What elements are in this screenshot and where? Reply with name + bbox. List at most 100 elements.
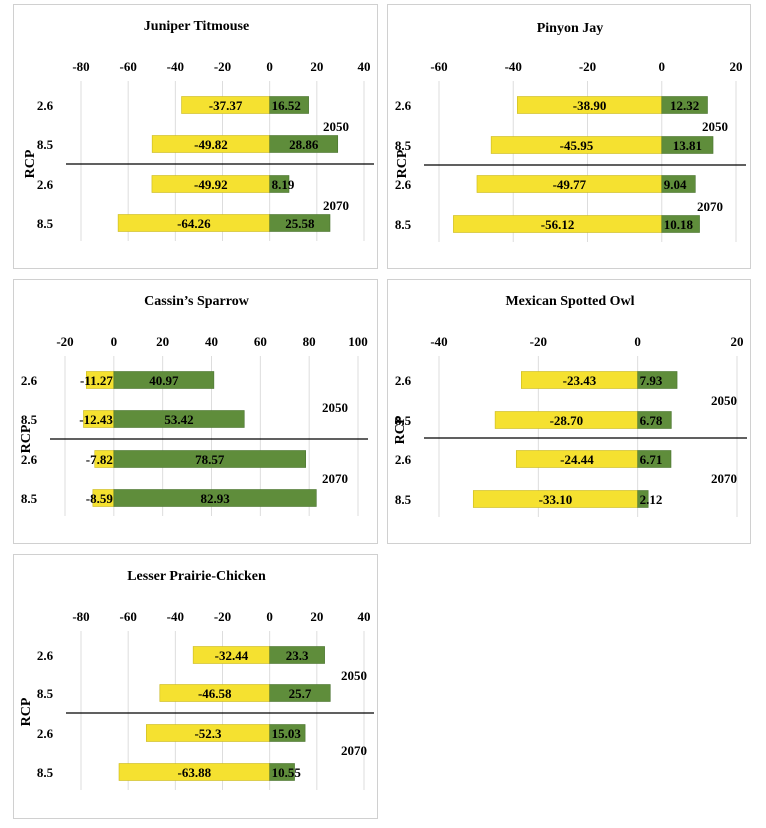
x-tick-label: -20 [56,334,73,349]
x-tick-label: 20 [731,334,744,349]
data-label-positive: 82.93 [200,491,230,506]
bar-positive [269,646,325,664]
period-label: 2050 [711,393,737,408]
period-label: 2070 [341,743,367,758]
category-label: 8.5 [395,138,412,153]
x-tick-label: 0 [659,59,666,74]
category-label: 2.6 [395,452,412,467]
data-label-positive: 25.7 [289,686,312,701]
bar-positive [637,450,672,468]
data-label-positive: 6.71 [640,452,663,467]
x-tick-label: 60 [254,334,267,349]
period-label: 2050 [702,119,728,134]
x-tick-label: -20 [214,59,231,74]
category-label: 8.5 [37,765,54,780]
x-tick-label: 40 [358,59,371,74]
x-tick-label: 100 [348,334,368,349]
category-label: 8.5 [37,216,54,231]
category-label: 2.6 [37,177,54,192]
data-label-positive: 25.58 [285,216,315,231]
data-label-negative: -12.43 [79,412,113,427]
category-label: 2.6 [37,648,54,663]
bar-positive [269,724,306,742]
data-label-positive: 10.18 [664,217,694,232]
category-label: 8.5 [395,217,412,232]
category-label: 2.6 [21,452,38,467]
x-tick-label: -60 [119,609,136,624]
bar-positive [269,135,339,153]
period-label: 2070 [711,471,737,486]
chart-title: Cassin’s Sparrow [144,294,250,309]
data-label-positive: 10.55 [272,765,302,780]
chart-svg-juniper-titmouse: Juniper Titmouse-80 -60 -40 -20 0 20 40RCP2.6-… [23,19,374,241]
bar-positive [637,490,649,508]
y-axis-label: RCP [19,424,34,453]
data-label-positive: 8.19 [272,177,295,192]
x-tick-label: -60 [119,59,136,74]
bar-positive [661,96,708,114]
data-label-negative: -46.58 [198,686,232,701]
data-label-positive: 78.57 [195,452,225,467]
x-tick-label: -80 [72,59,89,74]
data-label-negative: -45.95 [560,138,594,153]
data-label-negative: -63.88 [178,765,212,780]
bar-positive [113,450,306,468]
bar-positive [113,489,317,507]
x-tick-label: -20 [579,59,596,74]
period-label: 2050 [341,668,367,683]
y-axis-label: RCP [19,697,34,726]
data-label-negative: -38.90 [573,98,607,113]
x-tick-label: 20 [730,59,743,74]
category-label: 2.6 [395,177,412,192]
data-label-positive: 13.81 [673,138,702,153]
period-label: 2050 [322,400,348,415]
period-label: 2050 [323,119,349,134]
data-label-negative: -49.92 [194,177,228,192]
x-tick-label: 0 [266,59,273,74]
x-tick-label: -20 [214,609,231,624]
data-label-positive: 16.52 [272,98,301,113]
category-label: 8.5 [37,686,54,701]
data-label-negative: -64.26 [177,216,211,231]
bar-positive [269,763,295,781]
x-tick-label: 20 [310,59,323,74]
x-tick-label: 40 [358,609,371,624]
category-label: 2.6 [395,98,412,113]
bar-positive [661,215,700,233]
data-label-negative: -23.43 [563,373,597,388]
x-tick-label: -40 [505,59,522,74]
chart-panel-juniper-titmouse: Juniper Titmouse -80 -60 -40 -20 0 20 40 RCP 2.6-… [13,4,378,269]
bar-positive [637,411,672,429]
data-label-positive: 2.12 [640,492,663,507]
data-label-negative: -28.70 [550,413,584,428]
chart-panel-pinyon-jay: Pinyon Jay -60 -40 -20 0 20 RCP 2.6 -38.90 12.32 8… [387,4,751,269]
data-label-positive: 23.3 [286,648,309,663]
period-label: 2070 [322,471,348,486]
data-label-positive: 15.03 [272,726,302,741]
bar-positive [637,371,678,389]
chart-title: Lesser Prairie-Chicken [127,569,266,584]
category-label: 2.6 [37,98,54,113]
data-label-positive: 7.93 [640,373,663,388]
x-tick-label: -40 [430,334,447,349]
data-label-positive: 9.04 [664,177,687,192]
chart-svg-mexican-spotted-owl: Mexican Spotted Owl -40 -20 0 20 RCP 2.6 -23.43… [393,294,747,517]
bar-positive [661,136,714,154]
x-tick-label: 40 [205,334,218,349]
data-label-negative: -49.82 [194,137,228,152]
x-tick-label: 20 [156,334,169,349]
category-label: 8.5 [37,137,54,152]
data-label-negative: -7.82 [86,452,113,467]
category-label: 2.6 [395,373,412,388]
category-label: 8.5 [395,413,412,428]
chart-title: Pinyon Jay [537,21,604,36]
x-tick-label: -60 [430,59,447,74]
chart-title: Juniper Titmouse [144,19,249,34]
x-tick-label: -40 [167,59,184,74]
bar-positive [269,684,331,702]
x-tick-label: 20 [310,609,323,624]
data-label-negative: -24.44 [560,452,594,467]
category-label: 8.5 [395,492,412,507]
data-label-negative: -32.44 [215,648,249,663]
